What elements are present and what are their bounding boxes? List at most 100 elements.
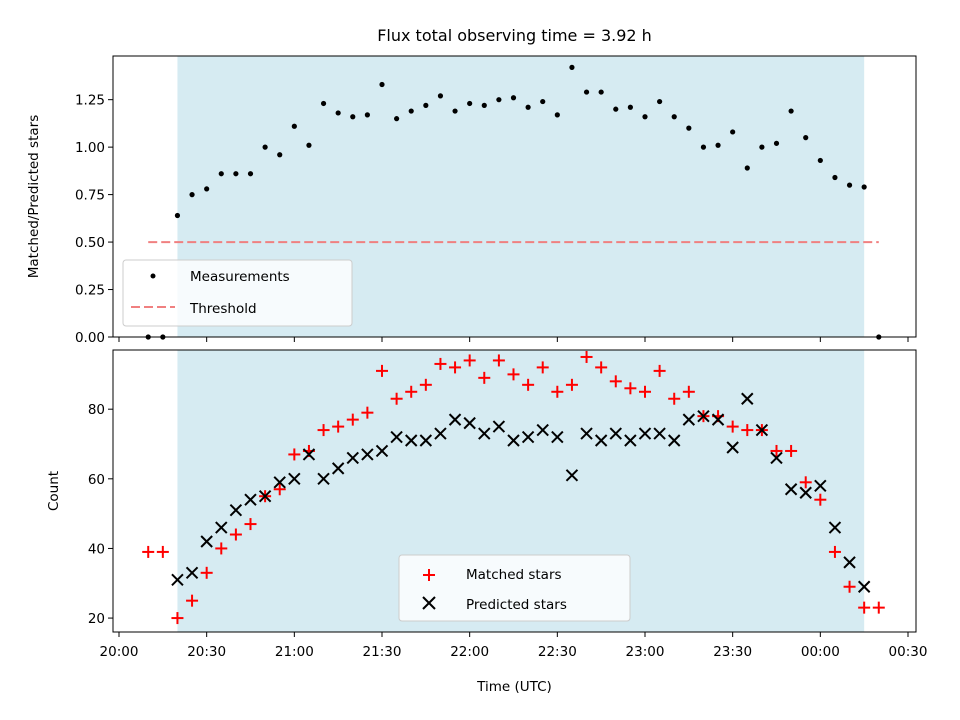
predicted-star-point	[828, 521, 842, 534]
matched-star-point	[288, 448, 301, 461]
predicted-star-point	[843, 556, 856, 569]
legend-predicted-marker	[422, 596, 436, 610]
measurement-point	[730, 129, 736, 135]
matched-star-point	[682, 385, 695, 398]
measurement-point	[218, 171, 224, 177]
y-tick-label: 1.25	[75, 93, 105, 109]
matched-star-point	[843, 580, 856, 593]
top-legend-box	[122, 259, 353, 327]
top-plot-frame	[112, 55, 917, 338]
measurement-point	[817, 157, 823, 164]
bottom-y-ticks: 20 40 60 80	[88, 402, 113, 627]
measurement-point	[803, 135, 809, 141]
predicted-star-point	[682, 413, 696, 426]
measurement-point	[233, 171, 239, 177]
measurement-point	[320, 100, 327, 107]
measurement-point	[759, 144, 765, 150]
x-tick-label: 21:30	[363, 644, 402, 660]
measurement-point	[788, 108, 794, 114]
legend-matched-marker	[423, 569, 435, 581]
predicted-star-point	[419, 434, 433, 447]
measurement-point	[452, 108, 458, 114]
predicted-star-point	[668, 434, 681, 447]
matched-star-point	[492, 354, 505, 367]
matched-star-point	[376, 364, 388, 377]
matched-star-point	[200, 566, 213, 579]
measurement-point	[613, 106, 619, 112]
measurement-point	[291, 123, 297, 129]
measurement-point	[627, 104, 633, 110]
matched-star-point	[785, 444, 798, 457]
matched-star-point	[229, 528, 242, 541]
predicted-star-point	[405, 434, 418, 447]
measurement-point	[657, 98, 663, 105]
matched-star-point	[507, 368, 520, 381]
predicted-star-point	[784, 483, 798, 496]
predicted-star-point	[229, 503, 243, 517]
legend-predicted-label: Predicted stars	[466, 597, 567, 613]
x-tick-label: 23:30	[713, 644, 752, 660]
predicted-star-point	[288, 472, 301, 486]
predicted-star-point	[346, 451, 359, 465]
predicted-star-point	[551, 430, 564, 444]
matched-star-point	[653, 364, 666, 377]
predicted-star-point	[317, 472, 330, 486]
matched-star-point	[828, 545, 841, 558]
x-tick-label: 00:00	[801, 644, 840, 660]
matched-star-point	[814, 493, 827, 506]
y-tick-label: 1.00	[75, 140, 105, 156]
matched-star-point	[390, 392, 403, 405]
y-tick-label: 80	[88, 402, 105, 418]
matched-star-point	[434, 357, 447, 370]
measurement-point	[510, 95, 517, 101]
measurement-point	[189, 192, 195, 198]
predicted-star-point	[361, 448, 374, 461]
measurement-point	[496, 97, 502, 103]
predicted-star-point	[726, 441, 739, 454]
measurement-point	[861, 184, 867, 190]
measurement-point	[744, 165, 750, 171]
predicted-star-point	[331, 462, 345, 475]
measurement-point	[481, 102, 487, 108]
predicted-star-point	[741, 392, 754, 405]
matched-star-point	[244, 518, 257, 531]
measurement-point	[583, 89, 590, 95]
y-tick-label: 0.50	[75, 235, 105, 251]
x-tick-label: 22:30	[538, 644, 577, 660]
legend-measurements-label: Measurements	[190, 269, 290, 285]
predicted-star-point	[185, 566, 199, 580]
measurement-point	[350, 114, 356, 120]
measurement-point	[204, 186, 210, 192]
top-x-ticks	[118, 337, 909, 342]
measurement-point	[642, 114, 648, 120]
matched-star-point	[624, 382, 637, 395]
measurement-point	[773, 140, 780, 146]
x-tick-label: 00:30	[889, 644, 928, 660]
measurement-point	[262, 144, 268, 150]
measurement-point	[671, 114, 677, 120]
predicted-star-point	[215, 521, 228, 534]
predicted-star-point	[814, 479, 827, 492]
matched-star-point	[551, 385, 564, 398]
matched-star-point	[361, 406, 374, 419]
top-panel: 0.00 0.25 0.50 0.75 1.00 1.25 Matched/Predict…	[26, 55, 917, 346]
chart-title: Flux total observing time = 3.92 h	[377, 26, 652, 45]
measurement-point	[569, 64, 575, 70]
predicted-star-point	[565, 469, 579, 482]
count-points	[142, 350, 885, 625]
predicted-star-point	[536, 423, 549, 437]
top-y-ticks: 0.00 0.25 0.50 0.75 1.00 1.25	[75, 93, 113, 346]
measurement-point	[715, 142, 721, 148]
matched-star-point	[565, 378, 578, 391]
matched-star-point	[273, 483, 286, 496]
predicted-star-point	[492, 420, 506, 433]
predicted-star-point	[478, 427, 491, 440]
matched-star-point	[449, 361, 462, 374]
predicted-star-point	[653, 427, 666, 440]
x-tick-label: 23:00	[626, 644, 665, 660]
matched-star-point	[419, 378, 432, 391]
predicted-star-point	[857, 580, 871, 593]
measurement-point	[437, 93, 444, 99]
y-tick-label: 40	[88, 541, 105, 557]
